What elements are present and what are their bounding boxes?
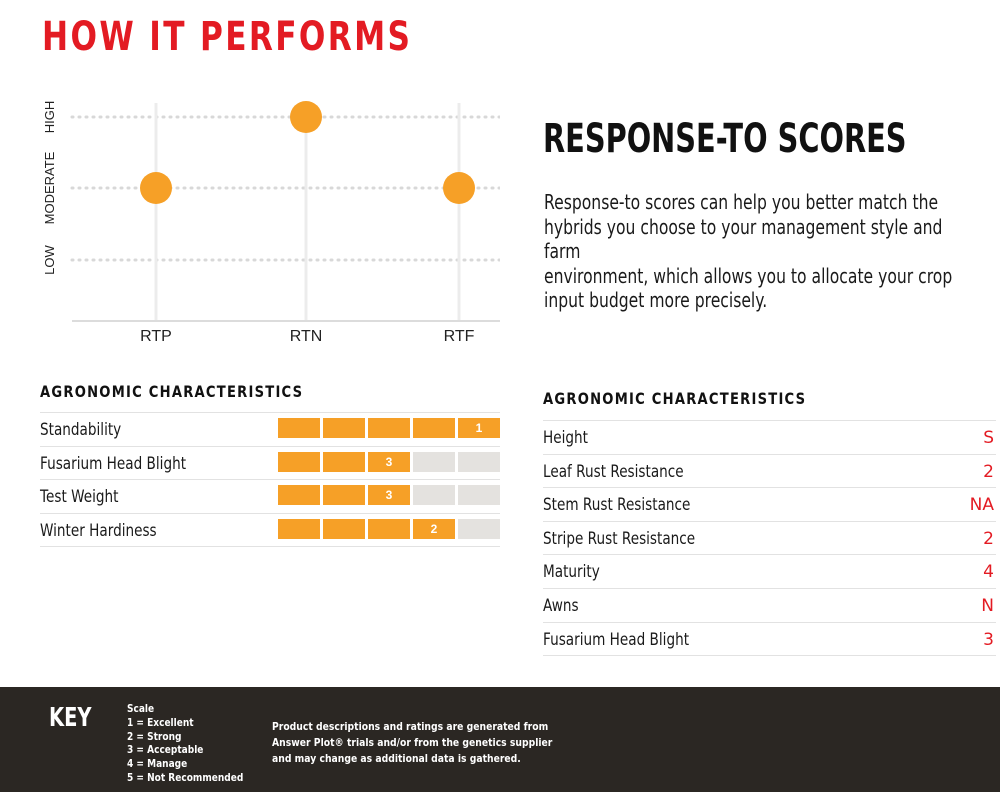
characteristic-label: Winter Hardiness [40, 520, 157, 541]
rating-score: 3 [368, 485, 410, 506]
rating-segment [323, 418, 365, 438]
characteristic-label: Fusarium Head Blight [543, 629, 690, 650]
rating-segment [368, 418, 410, 438]
rating-bar: 3 [278, 451, 500, 472]
characteristic-value: N [981, 595, 994, 616]
characteristic-label: Height [543, 428, 588, 448]
page-title: HOW IT PERFORMS [42, 14, 413, 60]
key-footer: KEY Scale 1 = Excellent 2 = Strong 3 = A… [0, 687, 1000, 792]
characteristic-value: 3 [983, 629, 994, 650]
rating-segment [413, 485, 455, 506]
rating-segment [323, 518, 365, 539]
rating-segment [278, 518, 320, 539]
y-level-label: MODERATE [42, 151, 57, 224]
agronomic-row: Fusarium Head Blight 3 [40, 447, 500, 481]
characteristic-label: Stem Rust Resistance [543, 495, 691, 516]
response-to-title: RESPONSE-TO SCORES [543, 116, 907, 162]
characteristic-value: NA [969, 495, 994, 516]
rating-segment [323, 485, 365, 506]
characteristic-label: Standability [40, 420, 122, 440]
disclaimer-line: Answer Plot® trials and/or from the gene… [272, 736, 553, 749]
description-line: Response-to scores can help you better m… [544, 190, 939, 214]
x-tick-label: RTP [140, 328, 172, 345]
data-point [443, 172, 475, 204]
agronomic-row: Test Weight 3 [40, 480, 500, 514]
characteristic-label: Maturity [543, 562, 600, 583]
agronomic-row: Stripe Rust Resistance 2 [543, 522, 996, 556]
rating-segment [278, 451, 320, 472]
scale-line: 1 = Excellent [127, 715, 194, 729]
rating-segment [278, 418, 320, 438]
agronomic-row: Maturity 4 [543, 555, 996, 589]
rating-segment [458, 518, 500, 539]
y-level-label: HIGH [42, 101, 57, 134]
description-line: hybrids you choose to your management st… [544, 214, 943, 264]
data-point [140, 172, 172, 204]
rating-segment [413, 418, 455, 438]
y-level-label: LOW [42, 244, 57, 274]
description-line: environment, which allows you to allocat… [544, 263, 953, 288]
agronomic-row: Stem Rust Resistance NA [543, 488, 996, 522]
agronomic-row: Fusarium Head Blight 3 [543, 623, 996, 657]
scale-line: 3 = Acceptable [127, 743, 204, 757]
agronomic-row: Winter Hardiness 2 [40, 514, 500, 548]
characteristic-value: 2 [983, 461, 994, 482]
agronomic-row: Awns N [543, 589, 996, 623]
agronomic-row: Leaf Rust Resistance 2 [543, 455, 996, 489]
disclaimer: Product descriptions and ratings are gen… [272, 719, 552, 767]
rating-score: 1 [458, 418, 500, 438]
characteristic-value: 4 [983, 562, 994, 583]
response-to-description: Response-to scores can help you better m… [544, 190, 981, 313]
rating-bar: 3 [278, 485, 500, 506]
rating-bar: 1 [278, 418, 500, 438]
agronomic-right-list: Height S Leaf Rust Resistance 2 Stem Rust Re… [543, 420, 996, 657]
x-tick-label: RTF [444, 328, 475, 345]
agronomic-right-title: AGRONOMIC CHARACTERISTICS [543, 389, 807, 408]
characteristic-label: Stripe Rust Resistance [543, 528, 696, 549]
rating-score: 2 [413, 518, 455, 539]
rating-segment [278, 485, 320, 506]
disclaimer-line: and may change as additional data is gat… [272, 752, 521, 765]
characteristic-label: Test Weight [40, 487, 119, 508]
description-line: input budget more precisely. [544, 288, 768, 312]
rating-segment [458, 451, 500, 472]
rating-segment [323, 451, 365, 472]
agronomic-left-title: AGRONOMIC CHARACTERISTICS [40, 382, 304, 401]
agronomic-row: Height S [543, 420, 996, 455]
disclaimer-line: Product descriptions and ratings are gen… [272, 720, 549, 733]
rating-bar: 2 [278, 518, 500, 539]
characteristic-label: Fusarium Head Blight [40, 453, 187, 474]
data-point [290, 101, 322, 133]
scale-line: 2 = Strong [127, 729, 182, 743]
response-to-chart: LOW MODERATE HIGH RTP RTN RTF [42, 101, 500, 345]
rating-score: 3 [368, 451, 410, 472]
agronomic-left-list: Standability 1 Fusarium Head Blight 3 Test W… [40, 412, 500, 548]
rating-segment [458, 485, 500, 506]
characteristic-value: S [983, 428, 994, 448]
rating-segment [368, 518, 410, 539]
key-title: KEY [49, 703, 92, 733]
scale-legend: Scale 1 = Excellent 2 = Strong 3 = Accep… [127, 702, 243, 785]
scale-line: 4 = Manage [127, 757, 188, 771]
characteristic-value: 2 [983, 528, 994, 549]
rating-segment [413, 451, 455, 472]
characteristic-label: Leaf Rust Resistance [543, 461, 684, 482]
x-tick-label: RTN [290, 328, 323, 345]
agronomic-row: Standability 1 [40, 412, 500, 447]
scale-line: 5 = Not Recommended [127, 770, 244, 784]
scale-line: Scale [127, 702, 155, 715]
characteristic-label: Awns [543, 595, 579, 616]
